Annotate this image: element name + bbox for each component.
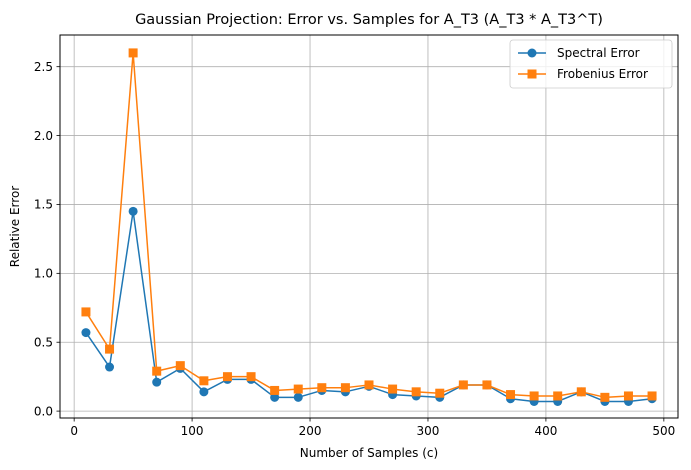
data-point (128, 206, 138, 216)
data-point (270, 385, 280, 395)
data-point (175, 361, 185, 371)
legend-item: Spectral Error (518, 46, 640, 60)
data-point (81, 307, 91, 317)
legend-box (509, 39, 673, 89)
data-point (105, 362, 115, 372)
data-point (340, 383, 350, 393)
x-tick-label: 400 (534, 424, 557, 438)
legend-label: Frobenius Error (557, 67, 648, 81)
data-point (152, 366, 162, 376)
x-tick-label: 100 (181, 424, 204, 438)
x-tick-label: 500 (652, 424, 675, 438)
data-point (270, 392, 280, 402)
y-tick-label: 2.5 (34, 60, 53, 74)
y-tick-label: 0.5 (34, 335, 53, 349)
data-point (246, 372, 256, 382)
legend-marker (527, 69, 537, 79)
y-tick-label: 2.0 (34, 129, 53, 143)
data-point (529, 391, 539, 401)
y-tick-label: 1.5 (34, 198, 53, 212)
data-point (105, 344, 115, 354)
data-point (199, 387, 209, 397)
series-2 (81, 48, 657, 402)
grid (60, 35, 678, 418)
series-1 (81, 206, 657, 406)
data-point (199, 376, 209, 386)
data-point (128, 48, 138, 58)
x-tick-label: 0 (70, 424, 78, 438)
legend-marker (527, 48, 537, 58)
x-tick-label: 300 (417, 424, 440, 438)
data-point (458, 380, 468, 390)
data-point (222, 372, 232, 382)
data-point (152, 377, 162, 387)
data-point (411, 387, 421, 397)
data-point (388, 384, 398, 394)
data-point (600, 392, 610, 402)
y-tick-label: 1.0 (34, 267, 53, 281)
plot-frame (59, 34, 679, 419)
legend-label: Spectral Error (557, 46, 640, 60)
data-point (364, 380, 374, 390)
data-point (293, 384, 303, 394)
data-point (576, 387, 586, 397)
data-point (647, 391, 657, 401)
y-axis-label: Relative Error (8, 186, 22, 268)
data-point (81, 328, 91, 338)
data-point (623, 391, 633, 401)
data-point (553, 391, 563, 401)
data-point (293, 392, 303, 402)
ticks: 0 100 200 300 400 500 0.0 0.5 1.0 1.5 2.0 2.5 (34, 60, 675, 438)
y-tick-label: 0.0 (34, 404, 53, 418)
x-tick-label: 200 (299, 424, 322, 438)
series-layer (81, 48, 657, 406)
legend: Spectral Error Frobenius Error (509, 39, 673, 89)
data-point (506, 390, 516, 400)
series-line (85, 210, 653, 403)
legend-item: Frobenius Error (518, 67, 648, 81)
data-point (435, 388, 445, 398)
chart-title: Gaussian Projection: Error vs. Samples f… (135, 12, 603, 28)
data-point (317, 383, 327, 393)
data-point (482, 380, 492, 390)
series-line (85, 52, 653, 399)
x-axis-label: Number of Samples (c) (300, 446, 438, 460)
